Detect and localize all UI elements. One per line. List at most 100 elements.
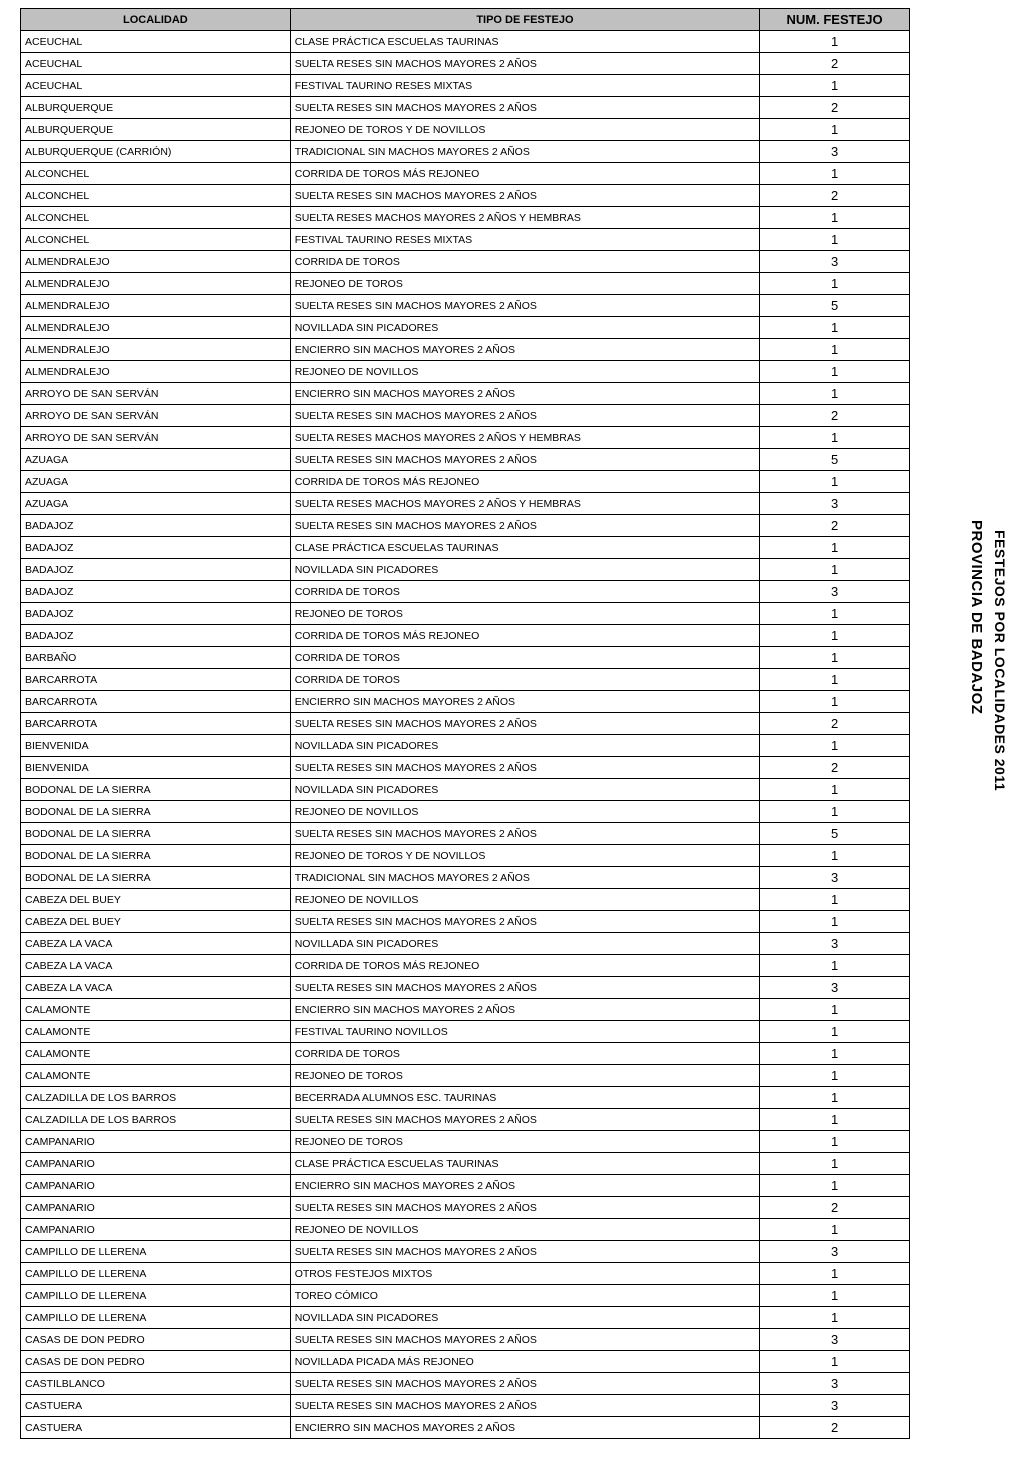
cell-num: 2 (760, 185, 910, 207)
cell-localidad: CAMPILLO DE LLERENA (21, 1263, 291, 1285)
cell-localidad: ALBURQUERQUE (21, 97, 291, 119)
table-row: BODONAL DE LA SIERRASUELTA RESES SIN MAC… (21, 823, 910, 845)
cell-num: 1 (760, 1065, 910, 1087)
cell-tipo: NOVILLADA SIN PICADORES (290, 933, 759, 955)
cell-tipo: SUELTA RESES SIN MACHOS MAYORES 2 AÑOS (290, 911, 759, 933)
cell-num: 1 (760, 427, 910, 449)
cell-tipo: NOVILLADA PICADA MÁS REJONEO (290, 1351, 759, 1373)
cell-localidad: ACEUCHAL (21, 53, 291, 75)
cell-localidad: ALBURQUERQUE (21, 119, 291, 141)
cell-localidad: BARCARROTA (21, 713, 291, 735)
cell-tipo: SUELTA RESES SIN MACHOS MAYORES 2 AÑOS (290, 713, 759, 735)
cell-num: 1 (760, 559, 910, 581)
table-row: ALMENDRALEJOREJONEO DE TOROS1 (21, 273, 910, 295)
table-row: CASAS DE DON PEDRONOVILLADA PICADA MÁS R… (21, 1351, 910, 1373)
cell-localidad: CASTUERA (21, 1417, 291, 1439)
cell-localidad: BARCARROTA (21, 691, 291, 713)
table-row: BODONAL DE LA SIERRATRADICIONAL SIN MACH… (21, 867, 910, 889)
cell-num: 1 (760, 955, 910, 977)
cell-tipo: ENCIERRO SIN MACHOS MAYORES 2 AÑOS (290, 339, 759, 361)
table-row: ALBURQUERQUE (CARRIÓN)TRADICIONAL SIN MA… (21, 141, 910, 163)
table-row: CABEZA DEL BUEYSUELTA RESES SIN MACHOS M… (21, 911, 910, 933)
cell-localidad: CAMPANARIO (21, 1153, 291, 1175)
cell-tipo: SUELTA RESES MACHOS MAYORES 2 AÑOS Y HEM… (290, 493, 759, 515)
cell-tipo: NOVILLADA SIN PICADORES (290, 779, 759, 801)
header-num: NUM. FESTEJO (760, 9, 910, 31)
cell-num: 1 (760, 273, 910, 295)
cell-tipo: CLASE PRÁCTICA ESCUELAS TAURINAS (290, 31, 759, 53)
cell-localidad: CAMPANARIO (21, 1197, 291, 1219)
cell-localidad: CALAMONTE (21, 1043, 291, 1065)
cell-num: 5 (760, 449, 910, 471)
cell-num: 3 (760, 1329, 910, 1351)
cell-num: 5 (760, 823, 910, 845)
cell-tipo: CORRIDA DE TOROS MÁS REJONEO (290, 625, 759, 647)
cell-num: 1 (760, 669, 910, 691)
table-row: CABEZA DEL BUEYREJONEO DE NOVILLOS1 (21, 889, 910, 911)
cell-tipo: CORRIDA DE TOROS (290, 251, 759, 273)
cell-localidad: ALMENDRALEJO (21, 273, 291, 295)
cell-localidad: AZUAGA (21, 493, 291, 515)
cell-localidad: CALAMONTE (21, 1065, 291, 1087)
table-row: CABEZA LA VACASUELTA RESES SIN MACHOS MA… (21, 977, 910, 999)
table-row: BARCARROTASUELTA RESES SIN MACHOS MAYORE… (21, 713, 910, 735)
cell-tipo: SUELTA RESES SIN MACHOS MAYORES 2 AÑOS (290, 757, 759, 779)
table-row: CAMPILLO DE LLERENASUELTA RESES SIN MACH… (21, 1241, 910, 1263)
cell-num: 1 (760, 1175, 910, 1197)
table-row: CAMPANARIOSUELTA RESES SIN MACHOS MAYORE… (21, 1197, 910, 1219)
cell-tipo: REJONEO DE NOVILLOS (290, 801, 759, 823)
table-row: BADAJOZCORRIDA DE TOROS3 (21, 581, 910, 603)
cell-num: 1 (760, 1131, 910, 1153)
cell-tipo: NOVILLADA SIN PICADORES (290, 317, 759, 339)
cell-tipo: OTROS FESTEJOS MIXTOS (290, 1263, 759, 1285)
cell-num: 2 (760, 515, 910, 537)
cell-localidad: ALCONCHEL (21, 207, 291, 229)
table-row: CALZADILLA DE LOS BARROSSUELTA RESES SIN… (21, 1109, 910, 1131)
cell-num: 2 (760, 53, 910, 75)
cell-num: 1 (760, 735, 910, 757)
cell-localidad: BARCARROTA (21, 669, 291, 691)
cell-num: 3 (760, 1241, 910, 1263)
cell-localidad: BODONAL DE LA SIERRA (21, 779, 291, 801)
cell-tipo: SUELTA RESES SIN MACHOS MAYORES 2 AÑOS (290, 185, 759, 207)
cell-localidad: BODONAL DE LA SIERRA (21, 867, 291, 889)
side-title-festejos: FESTEJOS POR LOCALIDADES 2011 (992, 530, 1008, 791)
cell-num: 1 (760, 361, 910, 383)
cell-localidad: ARROYO DE SAN SERVÁN (21, 383, 291, 405)
cell-tipo: SUELTA RESES SIN MACHOS MAYORES 2 AÑOS (290, 295, 759, 317)
cell-tipo: SUELTA RESES SIN MACHOS MAYORES 2 AÑOS (290, 1109, 759, 1131)
table-row: ALBURQUERQUEREJONEO DE TOROS Y DE NOVILL… (21, 119, 910, 141)
cell-localidad: ALMENDRALEJO (21, 339, 291, 361)
cell-tipo: CORRIDA DE TOROS (290, 1043, 759, 1065)
table-row: CASTUERASUELTA RESES SIN MACHOS MAYORES … (21, 1395, 910, 1417)
cell-num: 1 (760, 383, 910, 405)
cell-num: 1 (760, 207, 910, 229)
cell-num: 1 (760, 999, 910, 1021)
cell-localidad: BIENVENIDA (21, 757, 291, 779)
cell-localidad: CAMPANARIO (21, 1175, 291, 1197)
cell-localidad: CASTUERA (21, 1395, 291, 1417)
table-row: ARROYO DE SAN SERVÁNENCIERRO SIN MACHOS … (21, 383, 910, 405)
header-localidad: LOCALIDAD (21, 9, 291, 31)
cell-tipo: SUELTA RESES MACHOS MAYORES 2 AÑOS Y HEM… (290, 427, 759, 449)
cell-tipo: BECERRADA ALUMNOS ESC. TAURINAS (290, 1087, 759, 1109)
cell-localidad: BADAJOZ (21, 581, 291, 603)
table-row: BODONAL DE LA SIERRAREJONEO DE NOVILLOS1 (21, 801, 910, 823)
cell-tipo: CORRIDA DE TOROS (290, 647, 759, 669)
cell-num: 3 (760, 251, 910, 273)
cell-tipo: REJONEO DE NOVILLOS (290, 1219, 759, 1241)
table-row: CALZADILLA DE LOS BARROSBECERRADA ALUMNO… (21, 1087, 910, 1109)
cell-tipo: ENCIERRO SIN MACHOS MAYORES 2 AÑOS (290, 691, 759, 713)
cell-num: 1 (760, 779, 910, 801)
cell-localidad: CABEZA DEL BUEY (21, 889, 291, 911)
cell-num: 3 (760, 867, 910, 889)
table-row: BARCARROTACORRIDA DE TOROS1 (21, 669, 910, 691)
cell-localidad: CAMPANARIO (21, 1219, 291, 1241)
cell-localidad: ARROYO DE SAN SERVÁN (21, 427, 291, 449)
cell-tipo: ENCIERRO SIN MACHOS MAYORES 2 AÑOS (290, 1175, 759, 1197)
cell-tipo: REJONEO DE TOROS (290, 603, 759, 625)
cell-num: 3 (760, 1395, 910, 1417)
side-title-provincia: PROVINCIA DE BADAJOZ (968, 520, 985, 714)
table-row: BODONAL DE LA SIERRAREJONEO DE TOROS Y D… (21, 845, 910, 867)
cell-localidad: ALMENDRALEJO (21, 361, 291, 383)
